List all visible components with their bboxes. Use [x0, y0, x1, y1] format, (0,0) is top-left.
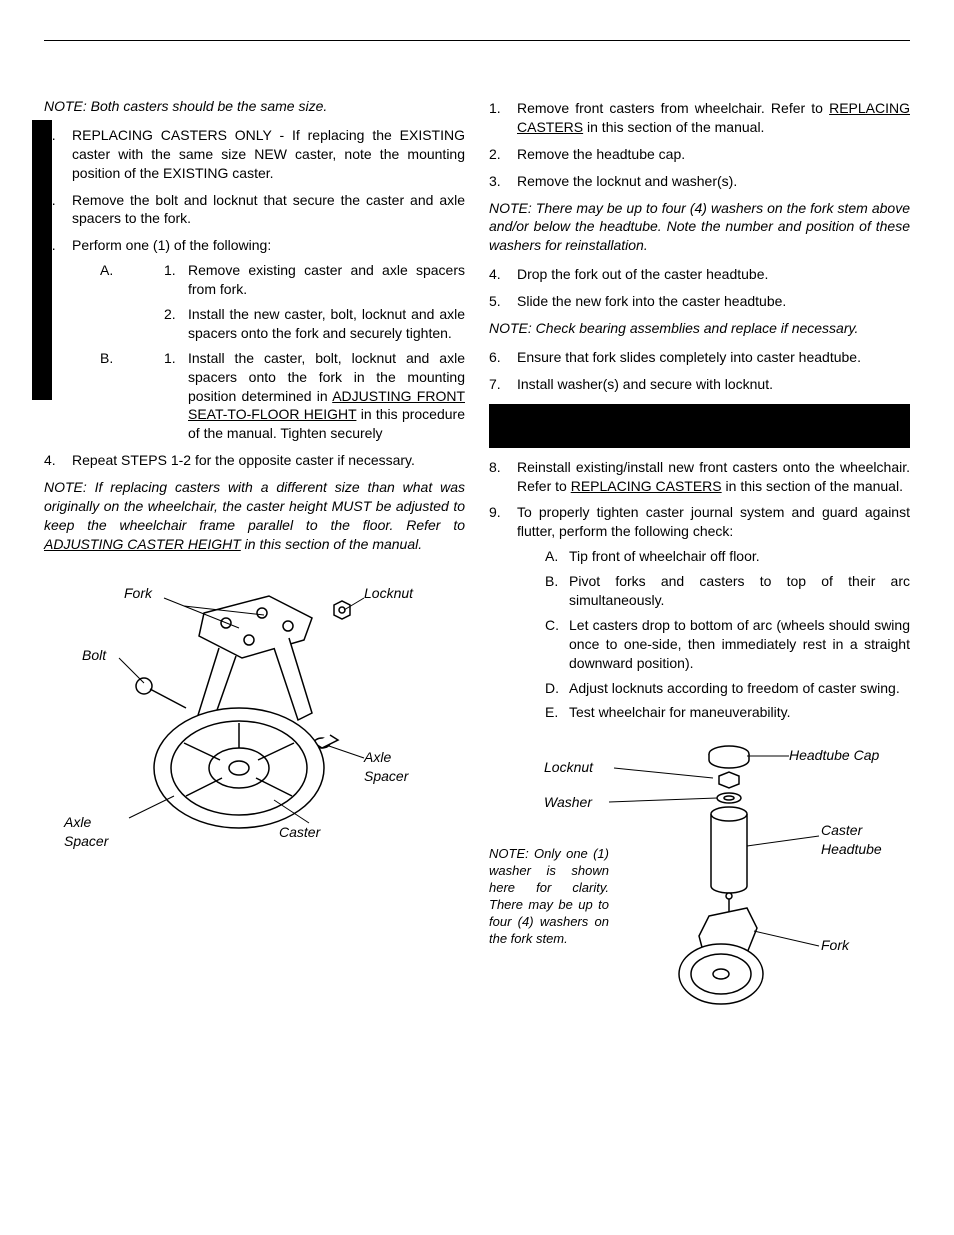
right-step-6: Ensure that fork slides completely into … [489, 348, 910, 367]
page-top-rule [44, 40, 910, 41]
right-step-8: Reinstall existing/install new front cas… [489, 458, 910, 496]
fig-label-axle-spacer-l: Axle Spacer [64, 813, 108, 851]
fig-label-fork: Fork [124, 584, 152, 603]
right-step-9b: Pivot forks and casters to top of their … [545, 572, 910, 610]
right-step-3: Remove the locknut and washer(s). [489, 172, 910, 191]
right-step-7: Install washer(s) and secure with locknu… [489, 375, 910, 394]
left-step-3b: Install the caster, bolt, locknut and ax… [100, 349, 465, 443]
left-column: NOTE: Both casters should be the same si… [44, 91, 465, 1040]
right-step-9d: Adjust locknuts according to freedom of … [545, 679, 910, 698]
figure-caster-exploded: Fork Locknut Bolt Axle Spacer Axle Space… [44, 568, 465, 868]
right-column: Remove front casters from wheelchair. Re… [489, 91, 910, 1040]
left-step-3a2: Install the new caster, bolt, locknut an… [164, 305, 465, 343]
left-step-3a1: Remove existing caster and axle spacers … [164, 261, 465, 299]
left-step-3a: Remove existing caster and axle spacers … [100, 261, 465, 343]
right-step-1-post: in this section of the manual. [583, 119, 764, 135]
right-step-8-link: REPLACING CASTERS [571, 478, 722, 494]
fig-label-bolt: Bolt [82, 646, 106, 665]
right-steps-6-7: Ensure that fork slides completely into … [489, 348, 910, 394]
right-steps-4-5: Drop the fork out of the caster headtube… [489, 265, 910, 311]
right-step-9-text: To properly tighten caster journal syste… [517, 504, 910, 539]
figure-fork-headtube: Locknut Headtube Cap Washer Caster Headt… [489, 736, 910, 1026]
left-step-3b-inner: Install the caster, bolt, locknut and ax… [124, 349, 465, 443]
right-step-9c: Let casters drop to bottom of arc (wheel… [545, 616, 910, 673]
right-step-9: To properly tighten caster journal syste… [489, 503, 910, 722]
left-step-4: Repeat STEPS 1-2 for the opposite caster… [44, 451, 465, 470]
left-step-1: REPLACING CASTERS ONLY - If replacing th… [44, 126, 465, 183]
left-step-3b1: Install the caster, bolt, locknut and ax… [164, 349, 465, 443]
redacted-warning-box [489, 404, 910, 448]
note-caster-height: NOTE: If replacing casters with a differ… [44, 478, 465, 554]
fig-label-axle-spacer-r: Axle Spacer [364, 748, 408, 786]
left-step-3a-inner: Remove existing caster and axle spacers … [124, 261, 465, 343]
left-step-3-sub: Remove existing caster and axle spacers … [72, 261, 465, 443]
right-step-9-sub: Tip front of wheelchair off floor. Pivot… [517, 547, 910, 722]
fig-label-locknut: Locknut [364, 584, 413, 603]
right-step-9a: Tip front of wheelchair off floor. [545, 547, 910, 566]
right-step-1-pre: Remove front casters from wheelchair. Re… [517, 100, 829, 116]
left-step-2: Remove the bolt and locknut that secure … [44, 191, 465, 229]
fig2-note-washers: NOTE: Only one (1) washer is shown here … [489, 846, 609, 947]
note-washers: NOTE: There may be up to four (4) washer… [489, 199, 910, 256]
note-caster-height-post: in this section of the manual. [241, 536, 422, 552]
right-steps-8-9: Reinstall existing/install new front cas… [489, 458, 910, 723]
fig-label-caster: Caster [279, 823, 320, 842]
fig2-label-fork: Fork [821, 936, 849, 955]
fig2-label-headtube-cap: Headtube Cap [789, 746, 879, 765]
fig2-label-caster-headtube: Caster Headtube [821, 821, 882, 859]
right-step-9e: Test wheelchair for maneuverability. [545, 703, 910, 722]
note-bearings: NOTE: Check bearing assemblies and repla… [489, 319, 910, 338]
fig2-label-locknut: Locknut [544, 758, 593, 777]
fig2-label-washer: Washer [544, 793, 592, 812]
left-steps: REPLACING CASTERS ONLY - If replacing th… [44, 126, 465, 470]
right-steps-1-3: Remove front casters from wheelchair. Re… [489, 99, 910, 191]
note-caster-height-link: ADJUSTING CASTER HEIGHT [44, 536, 241, 552]
left-step-3-text: Perform one (1) of the following: [72, 237, 271, 253]
right-step-4: Drop the fork out of the caster headtube… [489, 265, 910, 284]
right-step-1: Remove front casters from wheelchair. Re… [489, 99, 910, 137]
two-column-layout: NOTE: Both casters should be the same si… [44, 91, 910, 1040]
note-casters-size: NOTE: Both casters should be the same si… [44, 97, 465, 116]
note-caster-height-pre: NOTE: If replacing casters with a differ… [44, 479, 465, 533]
right-step-2: Remove the headtube cap. [489, 145, 910, 164]
right-step-5: Slide the new fork into the caster headt… [489, 292, 910, 311]
left-step-3: Perform one (1) of the following: Remove… [44, 236, 465, 443]
right-step-8-post: in this section of the manual. [722, 478, 903, 494]
